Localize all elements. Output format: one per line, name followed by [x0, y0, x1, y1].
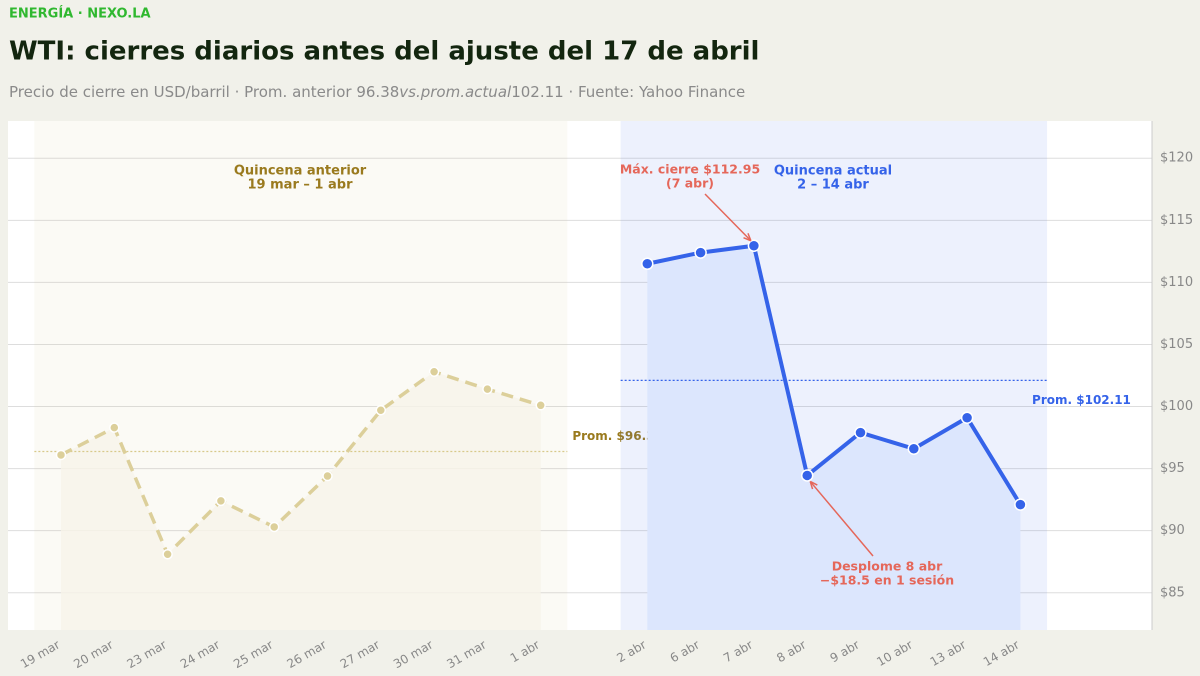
point — [800, 469, 814, 482]
point — [694, 246, 707, 259]
x-tick-label: 20 mar — [71, 637, 115, 671]
average-label: Prom. $96.38 — [572, 429, 663, 443]
y-tick-label: $100 — [1160, 399, 1193, 414]
point — [482, 383, 493, 395]
arrow-head — [809, 480, 818, 490]
annotation-text: (7 abr) — [666, 176, 714, 191]
period-title: Quincena actual — [774, 164, 892, 179]
annotation-text: −$18.5 en 1 sesión — [820, 573, 954, 588]
chart-title: WTI: cierres diarios antes del ajuste de… — [9, 37, 759, 67]
point — [1014, 498, 1027, 511]
point — [375, 405, 387, 416]
x-tick-label: 30 mar — [391, 637, 435, 671]
point — [162, 549, 173, 560]
x-tick-label: 26 mar — [284, 637, 328, 671]
subtitle-part: vs.prom.actual — [399, 83, 512, 101]
x-tick-label: 2 abr — [614, 637, 648, 665]
annotation-text: Máx. cierre $112.95 — [620, 162, 760, 177]
area — [647, 245, 1021, 630]
y-tick-label: $95 — [1160, 461, 1185, 476]
x-tick-label: 6 abr — [668, 637, 702, 665]
y-tick-label: $90 — [1160, 523, 1185, 538]
point — [747, 239, 761, 253]
line — [60, 369, 542, 558]
x-tick-label: 14 abr — [981, 637, 1022, 669]
point — [907, 442, 921, 455]
annotation-arrow — [704, 193, 752, 242]
period-title: Quincena anterior — [234, 164, 367, 179]
point — [535, 400, 546, 411]
point — [960, 411, 974, 424]
y-tick-label: $120 — [1160, 151, 1193, 166]
point — [109, 422, 120, 433]
x-tick-label: 9 abr — [828, 637, 862, 665]
area — [61, 371, 541, 630]
x-tick-label: 19 mar — [18, 637, 62, 671]
y-tick-label: $115 — [1160, 213, 1193, 228]
y-tick-label: $105 — [1160, 337, 1193, 352]
x-tick-label: 31 mar — [444, 637, 488, 671]
x-tick-label: 23 mar — [125, 637, 169, 671]
y-tick-label: $110 — [1160, 275, 1193, 290]
x-tick-label: 7 abr — [721, 637, 755, 665]
point — [428, 366, 440, 378]
point — [641, 257, 654, 271]
point — [55, 449, 67, 461]
period-range: 2 – 14 abr — [797, 178, 869, 193]
annotation-arrow — [809, 480, 874, 557]
x-tick-label: 1 abr — [508, 637, 542, 665]
kicker: ENERGÍA · NEXO.LA — [9, 6, 151, 22]
point — [215, 495, 227, 507]
point — [854, 426, 867, 439]
x-tick-label: 27 mar — [338, 637, 382, 671]
x-tick-label: 24 mar — [178, 637, 222, 671]
point — [322, 470, 333, 482]
subtitle-part: Precio de cierre en USD/barril · Prom. a… — [9, 83, 399, 101]
point — [268, 521, 280, 533]
annotation-text: Desplome 8 abr — [832, 559, 943, 574]
x-tick-label: 25 mar — [231, 637, 275, 671]
subtitle: Precio de cierre en USD/barril · Prom. a… — [9, 83, 745, 101]
y-tick-label: $85 — [1160, 585, 1185, 600]
subtitle-part: 102.11 · Fuente: Yahoo Finance — [511, 83, 745, 101]
x-tick-label: 8 abr — [774, 637, 808, 665]
x-tick-label: 10 abr — [874, 637, 915, 669]
average-label: Prom. $102.11 — [1032, 393, 1131, 407]
period-range: 19 mar – 1 abr — [248, 178, 354, 193]
arrow-head — [743, 233, 752, 242]
x-tick-label: 13 abr — [928, 637, 969, 669]
line — [646, 243, 1023, 506]
